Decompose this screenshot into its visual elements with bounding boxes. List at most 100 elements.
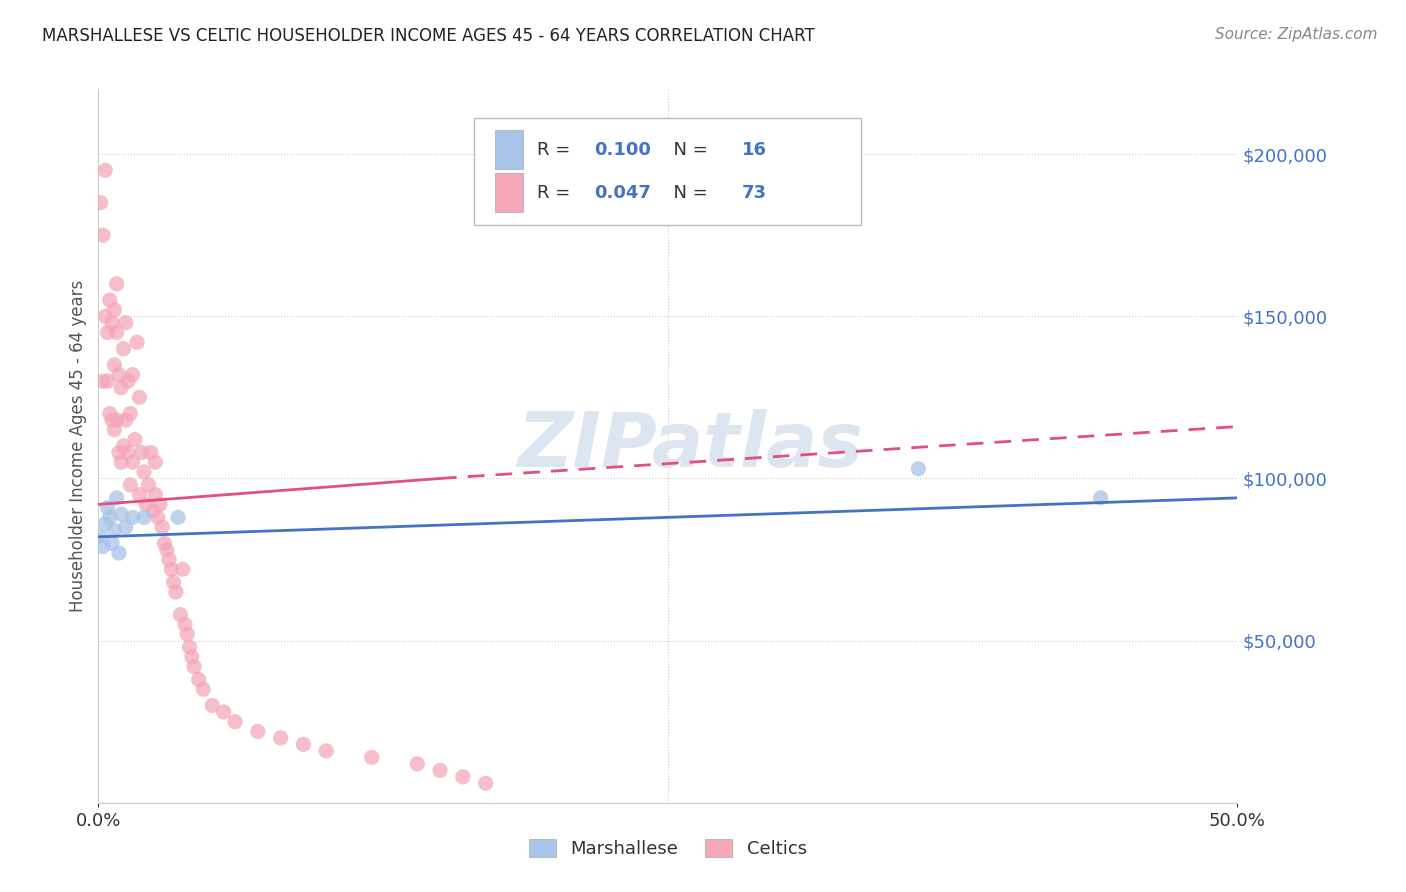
Point: [142, 504, 165, 518]
Point: [193, 682, 215, 697]
Point: [429, 764, 451, 778]
Point: [105, 491, 128, 505]
Point: [138, 478, 160, 492]
Point: [90, 530, 112, 544]
Text: N =: N =: [662, 141, 714, 159]
Point: [150, 520, 173, 534]
Point: [110, 381, 132, 395]
Point: [406, 756, 429, 771]
Point: [103, 358, 125, 372]
Point: [187, 673, 209, 687]
Text: MARSHALLESE VS CELTIC HOUSEHOLDER INCOME AGES 45 - 64 YEARS CORRELATION CHART: MARSHALLESE VS CELTIC HOUSEHOLDER INCOME…: [42, 27, 815, 45]
Point: [91, 374, 114, 388]
Point: [146, 510, 169, 524]
Point: [131, 445, 153, 459]
Point: [292, 738, 315, 752]
Point: [132, 510, 155, 524]
Point: [110, 455, 132, 469]
Point: [179, 640, 201, 654]
Point: [474, 776, 496, 790]
Point: [120, 478, 142, 492]
Point: [90, 195, 112, 210]
FancyBboxPatch shape: [474, 118, 862, 225]
Point: [128, 390, 150, 404]
Legend: Marshallese, Celtics: Marshallese, Celtics: [522, 831, 814, 865]
Point: [110, 507, 132, 521]
Point: [172, 562, 194, 576]
Text: 0.047: 0.047: [593, 184, 651, 202]
Point: [94, 310, 117, 324]
Point: [121, 455, 143, 469]
Point: [108, 546, 131, 560]
Point: [315, 744, 337, 758]
Point: [101, 413, 124, 427]
Point: [156, 542, 179, 557]
Point: [114, 316, 136, 330]
Y-axis label: Householder Income Ages 45 - 64 years: Householder Income Ages 45 - 64 years: [69, 280, 87, 612]
Point: [165, 585, 187, 599]
Text: N =: N =: [662, 184, 714, 202]
Point: [105, 413, 128, 427]
Point: [96, 326, 118, 340]
Point: [121, 510, 143, 524]
Point: [103, 423, 125, 437]
Point: [167, 510, 190, 524]
Point: [145, 488, 167, 502]
Point: [183, 659, 205, 673]
Point: [101, 536, 124, 550]
Text: 0.100: 0.100: [593, 141, 651, 159]
Point: [153, 536, 176, 550]
Point: [112, 342, 135, 356]
Point: [132, 465, 155, 479]
Point: [108, 368, 131, 382]
Point: [128, 488, 150, 502]
Point: [105, 277, 128, 291]
Point: [162, 575, 184, 590]
Text: R =: R =: [537, 184, 576, 202]
Point: [98, 293, 121, 307]
Point: [98, 407, 121, 421]
Point: [169, 607, 191, 622]
Point: [176, 627, 198, 641]
Point: [96, 374, 118, 388]
Point: [108, 445, 131, 459]
Point: [139, 445, 162, 459]
Point: [114, 413, 136, 427]
Point: [121, 368, 143, 382]
Point: [224, 714, 246, 729]
Point: [212, 705, 235, 719]
Point: [907, 461, 929, 475]
Point: [145, 455, 167, 469]
Point: [135, 497, 157, 511]
Point: [117, 374, 139, 388]
Point: [360, 750, 382, 764]
Point: [246, 724, 269, 739]
Point: [112, 439, 135, 453]
Point: [451, 770, 474, 784]
Point: [270, 731, 292, 745]
Point: [103, 524, 125, 538]
Point: [127, 335, 149, 350]
Point: [157, 552, 180, 566]
Point: [124, 433, 146, 447]
Point: [117, 445, 139, 459]
Point: [174, 617, 197, 632]
Point: [98, 510, 121, 524]
Point: [94, 163, 117, 178]
Point: [91, 228, 114, 243]
FancyBboxPatch shape: [495, 173, 523, 212]
Text: Source: ZipAtlas.com: Source: ZipAtlas.com: [1215, 27, 1378, 42]
Point: [1090, 491, 1112, 505]
Point: [180, 649, 202, 664]
Point: [96, 500, 118, 515]
Point: [91, 540, 114, 554]
Point: [101, 316, 124, 330]
Text: 73: 73: [742, 184, 766, 202]
Point: [114, 520, 136, 534]
Point: [105, 326, 128, 340]
Point: [149, 497, 172, 511]
Point: [103, 302, 125, 317]
Point: [201, 698, 224, 713]
Point: [160, 562, 183, 576]
Text: ZIPatlas: ZIPatlas: [517, 409, 863, 483]
